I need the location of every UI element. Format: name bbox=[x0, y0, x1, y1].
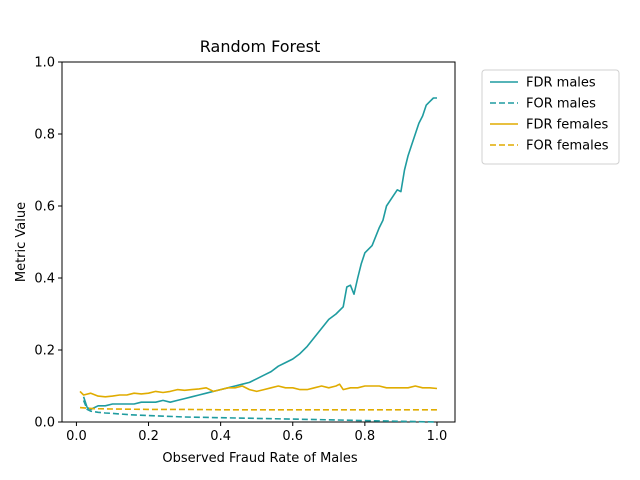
plot-area bbox=[61, 61, 456, 423]
series-line-3 bbox=[79, 406, 437, 411]
x-tick-label: 0.6 bbox=[282, 429, 303, 444]
legend-box bbox=[481, 69, 620, 165]
x-tick-label: 0.4 bbox=[210, 429, 231, 444]
chart-title: Random Forest bbox=[200, 37, 320, 56]
legend-label: FOR males bbox=[526, 97, 596, 112]
y-tick-label: 0.0 bbox=[34, 416, 55, 431]
series-line-0 bbox=[82, 97, 437, 411]
y-tick-label: 0.2 bbox=[34, 344, 55, 359]
axes-frame bbox=[61, 61, 456, 423]
x-tick-label: 0.2 bbox=[138, 429, 159, 444]
legend: FDR males FOR males FDR females FOR females bbox=[481, 69, 620, 165]
legend-label: FDR males bbox=[526, 76, 596, 91]
y-axis-ticks: 0.0 0.2 0.4 0.6 0.8 1.0 bbox=[34, 56, 62, 431]
series-line-1 bbox=[82, 400, 438, 423]
x-axis-label: Observed Fraud Rate of Males bbox=[162, 451, 358, 466]
y-tick-label: 0.6 bbox=[34, 200, 55, 215]
y-tick-label: 1.0 bbox=[34, 56, 55, 71]
x-tick-label: 1.0 bbox=[427, 429, 448, 444]
x-tick-label: 0.8 bbox=[355, 429, 376, 444]
legend-label: FDR females bbox=[526, 118, 608, 133]
series-line-2 bbox=[79, 383, 438, 398]
x-axis-ticks: 0.0 0.2 0.4 0.6 0.8 1.0 bbox=[66, 422, 447, 444]
y-tick-label: 0.4 bbox=[34, 272, 55, 287]
y-axis-label: Metric Value bbox=[14, 202, 29, 282]
legend-label: FOR females bbox=[526, 139, 609, 154]
x-tick-label: 0.0 bbox=[66, 429, 87, 444]
y-tick-label: 0.8 bbox=[34, 128, 55, 143]
